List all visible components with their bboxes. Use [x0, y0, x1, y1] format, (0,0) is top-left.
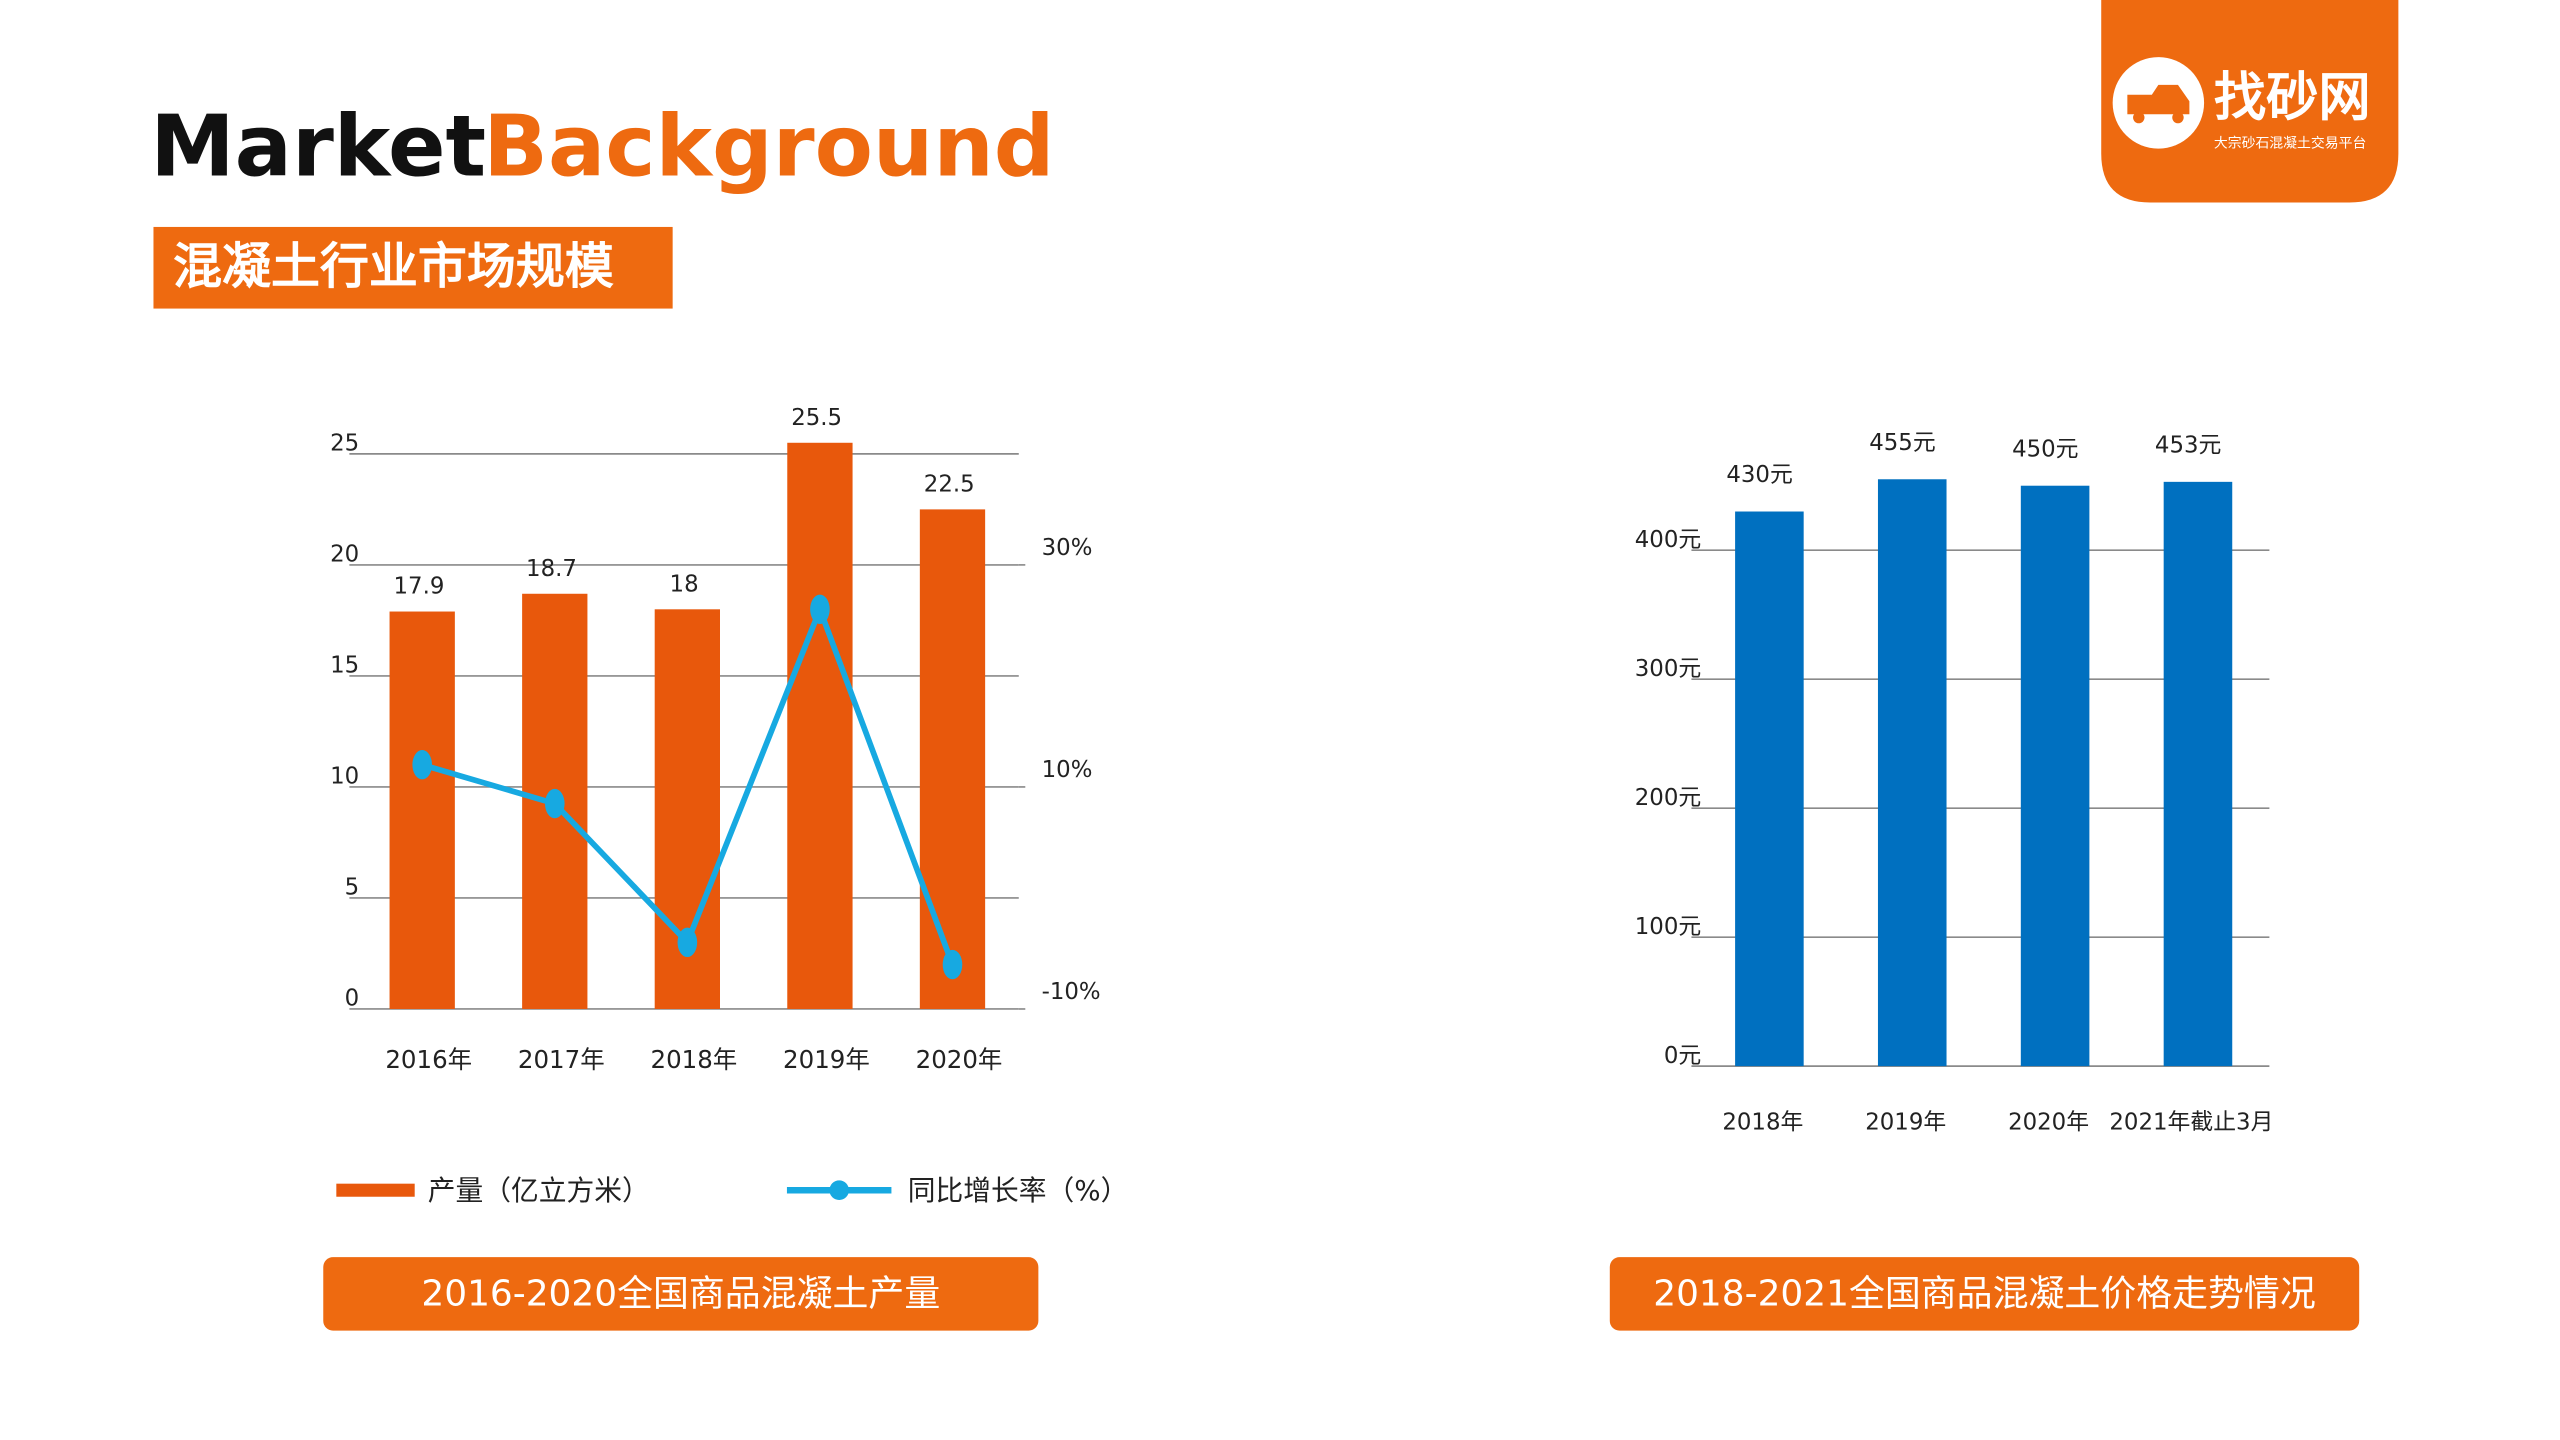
logo-name: 找砂网 [2214, 68, 2371, 128]
line-marker [810, 594, 830, 624]
data-label: 453元 [2155, 432, 2221, 458]
y2-tick-label: -10% [1042, 979, 1101, 1005]
x-tick-label: 2019年 [783, 1045, 870, 1074]
y-tick-label: 20 [330, 542, 359, 568]
legend-marker [829, 1180, 849, 1200]
line-marker [412, 750, 432, 780]
bar [2163, 481, 2233, 1067]
x-tick-label: 2020年 [2008, 1110, 2089, 1136]
y-tick-label: 10 [330, 764, 359, 790]
data-label: 450元 [2012, 436, 2078, 462]
logo-badge [2101, 0, 2399, 203]
caption-box [323, 1257, 1039, 1331]
subtitle-box [153, 226, 673, 309]
x-tick-label: 2018年 [1722, 1110, 1803, 1136]
x-tick-label: 2019年 [1865, 1110, 1946, 1136]
caption: 2018-2021全国商品混凝土价格走势情况 [1653, 1274, 2315, 1315]
y2-tick-label: 30% [1042, 535, 1093, 561]
bar [1877, 479, 1947, 1067]
data-label: 18.7 [526, 556, 577, 582]
title-orange: Background [483, 97, 1054, 196]
data-label: 17.9 [394, 574, 445, 600]
line-marker [677, 927, 698, 958]
line-marker [942, 949, 963, 980]
y-tick-label: 0 [345, 986, 360, 1012]
x-tick-label: 2017年 [518, 1045, 605, 1074]
y-tick-label: 200元 [1635, 785, 1701, 811]
bar [2020, 485, 2090, 1067]
bar [787, 442, 853, 1009]
data-label: 455元 [1869, 430, 1935, 456]
data-label: 18 [670, 571, 699, 597]
legend-label: 同比增长率（%） [908, 1174, 1129, 1207]
subtitle: 混凝土行业市场规模 [173, 238, 614, 295]
y-tick-label: 100元 [1635, 914, 1701, 940]
bar [389, 611, 455, 1009]
logo-wheel [2133, 111, 2145, 124]
title-black: Market [150, 97, 486, 196]
bar [919, 509, 986, 1009]
logo-truck [2127, 84, 2190, 115]
line-marker [544, 788, 565, 819]
data-label: 22.5 [924, 471, 975, 497]
y-tick-label: 5 [345, 875, 360, 901]
y-tick-label: 25 [330, 431, 359, 457]
bar [1735, 511, 1804, 1067]
logo-wheel [2172, 111, 2184, 124]
y-tick-label: 0元 [1664, 1043, 1701, 1069]
data-label: 430元 [1726, 462, 1792, 488]
caption: 2016-2020全国商品混凝土产量 [421, 1274, 940, 1315]
x-tick-label: 2020年 [916, 1045, 1003, 1074]
data-label: 25.5 [791, 405, 842, 431]
caption-box [1609, 1257, 2360, 1331]
x-tick-label: 2021年截止3月 [2109, 1110, 2273, 1136]
y-tick-label: 400元 [1635, 527, 1701, 553]
y-tick-label: 15 [330, 653, 359, 679]
legend-label: 产量（亿立方米） [428, 1174, 650, 1207]
y2-tick-label: 10% [1042, 757, 1093, 783]
y-tick-label: 300元 [1635, 656, 1701, 682]
x-tick-label: 2016年 [385, 1045, 472, 1074]
x-tick-label: 2018年 [651, 1045, 738, 1074]
legend-swatch [336, 1183, 415, 1197]
logo-tagline: 大宗砂石混凝土交易平台 [2214, 135, 2366, 152]
